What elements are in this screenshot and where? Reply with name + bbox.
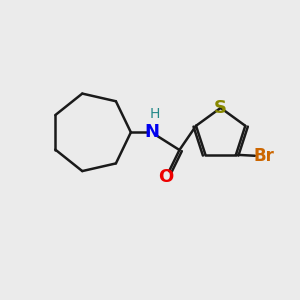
Text: N: N — [144, 123, 159, 141]
Text: O: O — [159, 168, 174, 186]
Text: Br: Br — [254, 147, 274, 165]
Text: S: S — [214, 99, 227, 117]
Text: H: H — [150, 107, 160, 121]
